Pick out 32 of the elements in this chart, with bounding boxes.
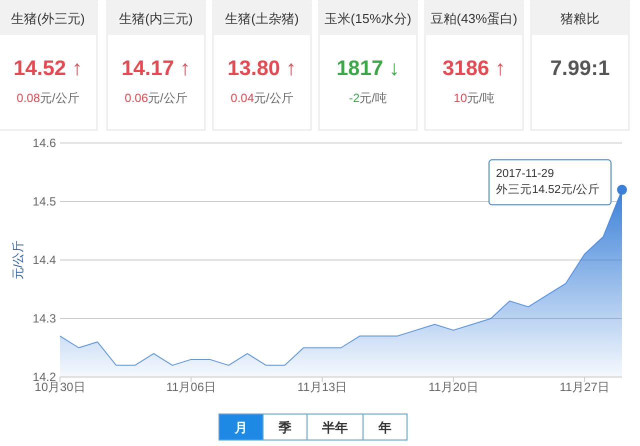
- annotation: 2017-11-29 外三元14.52元/公斤: [496, 168, 600, 196]
- x-tick-label: 11月13日: [297, 380, 348, 394]
- text: 玉米(15%水分): [324, 11, 412, 26]
- x-tick-label: 11月06日: [166, 380, 216, 394]
- y-tick-label: 14.4: [32, 253, 56, 267]
- text: 0.08元/公斤: [16, 91, 80, 105]
- text: 3186 ↑: [442, 57, 506, 80]
- text: 13.80 ↑: [228, 57, 296, 80]
- text: 7.99:1: [550, 57, 610, 80]
- text: 生猪(内三元): [119, 11, 193, 26]
- text: 季: [278, 420, 292, 435]
- text: 0.04元/公斤: [230, 91, 294, 105]
- x-tick-label: 11月27日: [560, 380, 610, 394]
- y-tick-label: 14.3: [32, 312, 56, 326]
- text: 1817 ↓: [336, 57, 400, 80]
- text: 10元/吨: [454, 91, 494, 105]
- text: 豆粕(43%蛋白): [430, 11, 518, 26]
- y-tick-label: 14.6: [32, 136, 56, 150]
- text: 生猪(外三元): [11, 11, 85, 26]
- x-tick-label: 10月30日: [34, 380, 86, 394]
- text: 14.17 ↑: [122, 57, 190, 80]
- text: 猪粮比: [560, 11, 600, 26]
- text: 月: [234, 420, 248, 435]
- text: 半年: [321, 420, 348, 435]
- y-tick-label: 14.5: [32, 194, 56, 208]
- text: -2元/吨: [348, 91, 388, 105]
- x-tick-label: 11月20日: [428, 380, 478, 394]
- text: 14.52 ↑: [14, 57, 82, 80]
- text: 生猪(土杂猪): [225, 11, 299, 26]
- text: 年: [378, 420, 392, 435]
- text: 0.06元/公斤: [124, 91, 188, 105]
- y-axis-title: 元/公斤: [11, 240, 25, 280]
